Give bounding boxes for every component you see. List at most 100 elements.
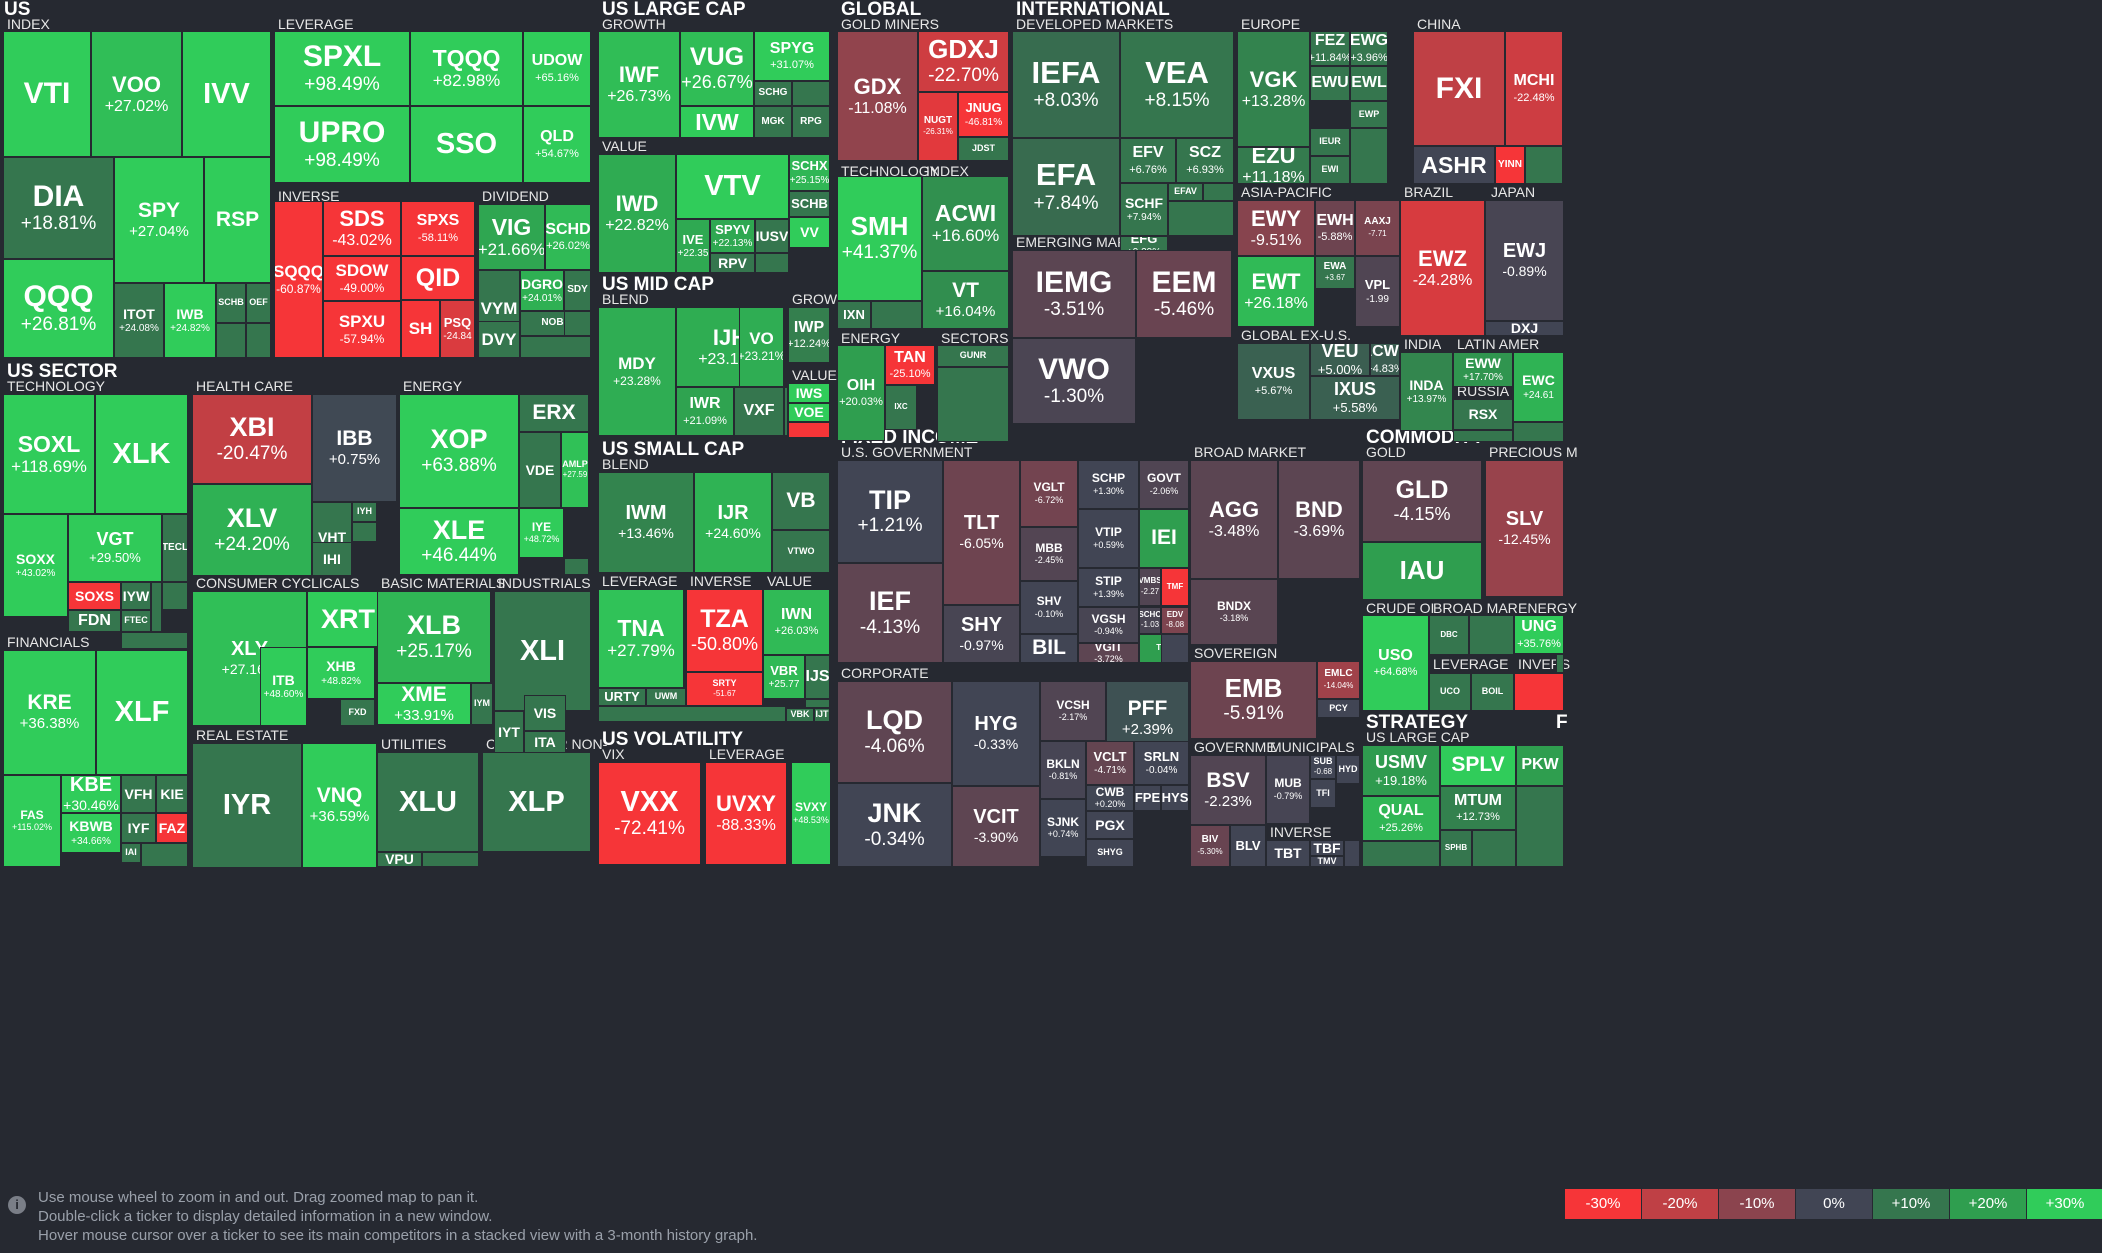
ticker-tile-vgit[interactable]: VGIT -3.72% (1078, 643, 1139, 663)
minor-ticker-tile[interactable] (1362, 841, 1440, 867)
ticker-tile-ewh[interactable]: EWH -5.88% (1315, 200, 1355, 256)
ticker-tile-iyf[interactable]: IYF (121, 813, 156, 843)
ticker-tile-spxs[interactable]: SPXS -58.11% (401, 201, 475, 256)
ticker-tile-fxi[interactable]: FXI (1413, 31, 1505, 146)
ticker-tile-vug[interactable]: VUG +26.67% (680, 31, 754, 106)
ticker-tile-kre[interactable]: KRE +36.38% (3, 650, 96, 775)
ticker-tile-mgk[interactable]: MGK (754, 106, 792, 138)
ticker-tile-uco[interactable]: UCO (1429, 673, 1471, 711)
ticker-tile-uso[interactable]: USO +64.68% (1362, 615, 1429, 711)
ticker-tile-emb[interactable]: EMB -5.91% (1190, 661, 1317, 739)
ticker-tile-edv[interactable]: EDV -8.08 (1161, 607, 1189, 634)
ticker-tile-iyw[interactable]: IYW (121, 582, 151, 610)
ticker-tile-vgsh[interactable]: VGSH -0.94% (1078, 607, 1139, 643)
ticker-tile-ewc[interactable]: EWC +24.61 (1513, 352, 1564, 422)
ticker-tile-xlp[interactable]: XLP (482, 752, 591, 852)
ticker-tile-sh[interactable]: SH (401, 300, 440, 358)
minor-ticker-tile[interactable] (1344, 840, 1360, 867)
ticker-tile-soxl[interactable]: SOXL +118.69% (3, 394, 95, 514)
ticker-tile-dgro[interactable]: DGRO +24.01% (520, 270, 564, 311)
minor-ticker-tile[interactable] (1350, 128, 1388, 184)
ticker-tile-vti[interactable]: VTI (3, 31, 91, 157)
ticker-tile-iwm[interactable]: IWM +13.46% (598, 472, 694, 573)
ticker-tile-schp[interactable]: SCHP +1.30% (1078, 460, 1139, 509)
ticker-tile-shy[interactable]: SHY -0.97% (943, 605, 1020, 663)
ticker-tile-vgk[interactable]: VGK +13.28% (1237, 31, 1310, 147)
minor-ticker-tile[interactable] (141, 843, 188, 867)
ticker-tile-ewu[interactable]: EWU (1310, 66, 1350, 101)
ticker-tile-hyg[interactable]: HYG -0.33% (952, 681, 1040, 786)
ticker-tile-vxus[interactable]: VXUS +5.67% (1237, 343, 1310, 420)
ticker-tile-xlk[interactable]: XLK (95, 394, 188, 514)
ticker-tile-kbwb[interactable]: KBWB +34.66% (61, 813, 121, 853)
ticker-tile-iwp[interactable]: IWP +12.24% (788, 307, 830, 363)
ticker-tile-sdy[interactable]: SDY (564, 270, 591, 311)
ticker-tile-boil[interactable]: BOIL (1471, 673, 1514, 711)
ticker-tile-vtip[interactable]: VTIP +0.59% (1078, 509, 1139, 568)
ticker-tile-xlf[interactable]: XLF (96, 650, 188, 775)
ticker-tile-stip[interactable]: STIP +1.39% (1078, 568, 1139, 607)
ticker-tile-spyg[interactable]: SPYG +31.07% (754, 31, 830, 81)
ticker-tile-vcit[interactable]: VCIT -3.90% (952, 786, 1040, 867)
minor-ticker-tile[interactable] (352, 522, 377, 542)
ticker-tile-ewa[interactable]: EWA +3.67 (1315, 256, 1355, 289)
ticker-tile-splv[interactable]: SPLV (1440, 745, 1516, 786)
ticker-tile-jdst[interactable]: JDST (958, 137, 1009, 161)
minor-ticker-tile[interactable] (216, 323, 246, 358)
ticker-tile-ibb[interactable]: IBB +0.75% (312, 394, 397, 502)
ticker-tile-iws[interactable]: IWS (788, 383, 830, 403)
ticker-tile-yinn[interactable]: YINN (1495, 146, 1525, 184)
ticker-tile-vig[interactable]: VIG +21.66% (478, 204, 545, 270)
ticker-tile-eem[interactable]: EEM -5.46% (1136, 250, 1232, 338)
ticker-tile-ewt[interactable]: EWT +26.18% (1237, 256, 1315, 327)
ticker-tile-fpe[interactable]: FPE (1134, 785, 1161, 811)
ticker-tile-tbt[interactable]: TBT (1266, 840, 1310, 867)
ticker-tile-vb[interactable]: VB (772, 472, 830, 530)
ticker-tile-sub[interactable]: SUB -0.68 (1310, 755, 1336, 779)
ticker-tile-iyh[interactable]: IYH (352, 502, 377, 522)
ticker-tile-agg[interactable]: AGG -3.48% (1190, 460, 1278, 579)
ticker-tile-iym[interactable]: IYM (471, 683, 493, 725)
ticker-tile-shv[interactable]: SHV -0.10% (1020, 581, 1078, 634)
ticker-tile-gdx[interactable]: GDX -11.08% (837, 31, 918, 161)
ticker-tile-hys[interactable]: HYS (1161, 785, 1189, 811)
minor-ticker-tile[interactable] (246, 323, 271, 358)
ticker-tile-dvy[interactable]: DVY (478, 321, 520, 358)
ticker-tile-qqq[interactable]: QQQ +26.81% (3, 259, 114, 358)
ticker-tile-veu[interactable]: VEU +5.00% (1310, 343, 1370, 376)
ticker-tile-ewy[interactable]: EWY -9.51% (1237, 200, 1315, 256)
ticker-tile-ijr[interactable]: IJR +24.60% (694, 472, 772, 573)
ticker-tile-lqd[interactable]: LQD -4.06% (837, 681, 952, 783)
ticker-tile-inda[interactable]: INDA +13.97% (1400, 352, 1453, 431)
ticker-tile-ita[interactable]: ITA (524, 731, 566, 754)
ticker-tile-tip[interactable]: TIP +1.21% (837, 460, 943, 563)
ticker-tile-vpl[interactable]: VPL -1.99 (1355, 256, 1400, 327)
ticker-tile-iwf[interactable]: IWF +26.73% (598, 31, 680, 138)
ticker-tile-rsx[interactable]: RSX (1453, 399, 1513, 430)
ticker-tile-slv[interactable]: SLV -12.45% (1485, 460, 1564, 597)
ticker-tile-efav[interactable]: EFAV (1168, 183, 1203, 201)
ticker-tile-vcsh[interactable]: VCSH -2.17% (1040, 681, 1106, 741)
ticker-tile-pgx[interactable]: PGX (1086, 811, 1134, 839)
ticker-tile-xle[interactable]: XLE +46.44% (399, 508, 519, 575)
ticker-tile-ixc[interactable]: IXC (885, 385, 917, 430)
minor-ticker-tile[interactable] (1556, 654, 1564, 673)
ticker-tile-fez[interactable]: FEZ +11.84% (1310, 31, 1350, 66)
ticker-tile-pcy[interactable]: PCY (1317, 699, 1360, 718)
ticker-tile-xhb[interactable]: XHB +48.82% (307, 647, 375, 699)
minor-ticker-tile[interactable] (121, 632, 188, 649)
ticker-tile-mub[interactable]: MUB -0.79% (1266, 755, 1310, 824)
ticker-tile-ezu[interactable]: EZU +11.18% (1237, 147, 1310, 184)
ticker-tile-uvxy[interactable]: UVXY -88.33% (705, 762, 787, 865)
ticker-tile-govt[interactable]: GOVT -2.06% (1139, 460, 1189, 509)
ticker-tile-soxx[interactable]: SOXX +43.02% (3, 514, 68, 617)
ticker-tile-acwi[interactable]: ACWI +16.60% (922, 176, 1009, 271)
ticker-tile-smh[interactable]: SMH +41.37% (837, 176, 922, 301)
ticker-tile-fas[interactable]: FAS +115.02% (3, 775, 61, 867)
minor-ticker-tile[interactable] (1514, 673, 1564, 711)
minor-ticker-tile[interactable] (1513, 422, 1564, 442)
ticker-tile-oef[interactable]: OEF (246, 283, 271, 323)
ticker-tile-schb[interactable]: SCHB (789, 191, 830, 217)
ticker-tile-mtum[interactable]: MTUM +12.73% (1440, 786, 1516, 830)
ticker-tile-vo[interactable]: VO +23.21% (739, 307, 784, 387)
